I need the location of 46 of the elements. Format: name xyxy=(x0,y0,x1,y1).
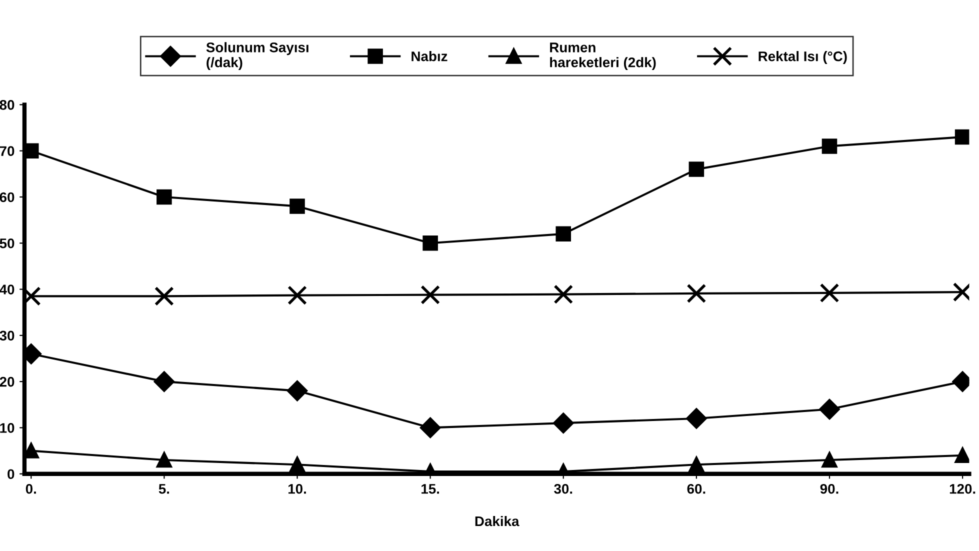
point xyxy=(819,399,840,420)
point xyxy=(156,189,172,205)
point xyxy=(954,448,970,464)
point xyxy=(154,286,174,306)
x-tick-label: 5. xyxy=(158,484,170,494)
x-tick-label: 120. xyxy=(950,484,976,494)
y-tick-label: 40 xyxy=(0,284,14,294)
x-tick-label: 10. xyxy=(288,484,306,494)
point xyxy=(422,235,438,251)
y-tick-label: 70 xyxy=(0,146,14,156)
x-tick-label: 90. xyxy=(820,484,838,494)
legend-label: Rumen hareketleri (2dk) xyxy=(550,42,656,70)
legend-label: Rektal Isı (°C) xyxy=(758,51,847,64)
legend-label: Nabız xyxy=(412,51,448,62)
point xyxy=(820,283,840,303)
y-tick-label: 50 xyxy=(0,238,14,248)
point xyxy=(288,286,307,305)
point xyxy=(287,380,308,402)
point xyxy=(688,456,704,472)
y-tick-label: 0 xyxy=(8,469,14,480)
point xyxy=(290,456,305,472)
point xyxy=(556,226,572,242)
legend-label: Solunum Sayısı (/dak) xyxy=(206,42,308,70)
point xyxy=(686,408,707,429)
y-tick-label: 30 xyxy=(0,330,14,341)
point xyxy=(156,452,172,468)
x-axis-title: Dakika xyxy=(475,516,520,526)
point xyxy=(822,452,838,468)
point xyxy=(420,417,441,438)
point xyxy=(420,285,440,305)
y-tick-label: 80 xyxy=(0,100,14,110)
point xyxy=(290,198,305,214)
point xyxy=(553,412,574,434)
x-tick-label: 15. xyxy=(422,484,440,494)
point xyxy=(686,284,706,304)
point xyxy=(954,129,970,145)
x-tick-label: 60. xyxy=(687,484,706,494)
y-tick-label: 10 xyxy=(0,423,14,433)
point xyxy=(822,138,838,154)
point xyxy=(154,371,174,392)
x-tick-label: 30. xyxy=(554,484,572,494)
point xyxy=(688,162,704,177)
y-tick-label: 20 xyxy=(0,376,14,387)
x-tick-label: 0. xyxy=(26,484,36,494)
point xyxy=(554,284,574,304)
y-tick-label: 60 xyxy=(0,192,14,202)
